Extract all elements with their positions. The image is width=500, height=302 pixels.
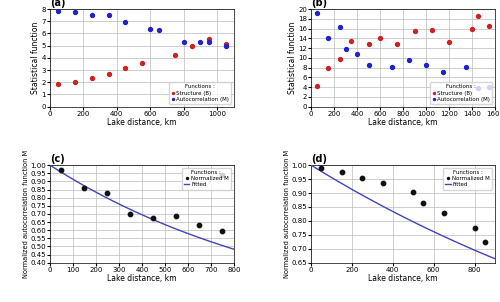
Point [150, 216, 158, 220]
Point [88, 13, 96, 18]
Point [462, 64, 470, 69]
Point [324, 65, 332, 70]
Legend: Normalized M, Fitted: Normalized M, Fitted [182, 168, 231, 190]
Point [54, 8, 62, 13]
Point [405, 58, 413, 63]
Point [420, 201, 428, 205]
Point [376, 36, 384, 41]
Point [172, 213, 180, 218]
Point [364, 63, 372, 68]
Point [196, 222, 203, 227]
Text: (d): (d) [311, 154, 327, 164]
Point [324, 35, 332, 40]
Point [474, 14, 482, 19]
Point [318, 165, 326, 170]
Y-axis label: Statistical function: Statistical function [31, 22, 40, 94]
X-axis label: Lake distance, km: Lake distance, km [107, 118, 176, 127]
Point [88, 76, 96, 80]
Point [428, 27, 436, 32]
Y-axis label: Normalized autocorrelation function M: Normalized autocorrelation function M [22, 150, 28, 278]
Point [342, 47, 349, 51]
Point [364, 42, 372, 47]
Point [470, 226, 478, 230]
Point [58, 168, 66, 172]
Point [121, 20, 129, 25]
Point [348, 38, 356, 43]
Point [71, 79, 79, 84]
Y-axis label: Statistical function: Statistical function [288, 22, 296, 94]
Point [358, 175, 366, 180]
Y-axis label: Normalized autocorrelation function M: Normalized autocorrelation function M [284, 150, 290, 278]
Point [222, 43, 230, 48]
Point [410, 189, 418, 194]
Legend: Structure (B), Autocorrelation (M): Structure (B), Autocorrelation (M) [430, 82, 492, 104]
Point [440, 69, 448, 74]
Point [80, 185, 88, 190]
Point [138, 60, 146, 65]
Point [313, 84, 321, 88]
Point [218, 172, 226, 177]
Point [222, 42, 230, 47]
Point [394, 42, 402, 47]
Point [474, 86, 482, 91]
Point [126, 211, 134, 216]
Point [445, 40, 453, 45]
Point [172, 53, 179, 58]
Point [338, 170, 346, 175]
Point [196, 40, 204, 44]
Point [146, 27, 154, 32]
Point [188, 43, 196, 48]
X-axis label: Lake distance, km: Lake distance, km [107, 274, 176, 283]
Point [378, 181, 386, 186]
Point [180, 40, 188, 44]
Point [54, 82, 62, 86]
Point [336, 25, 344, 30]
Point [486, 85, 494, 89]
Point [422, 63, 430, 68]
Point [353, 52, 361, 56]
Point [104, 72, 112, 77]
Point [218, 229, 226, 233]
Text: (c): (c) [50, 154, 65, 164]
Point [205, 37, 213, 41]
Point [71, 10, 79, 14]
Point [121, 65, 129, 70]
Point [410, 29, 418, 34]
Point [486, 24, 494, 29]
Legend: Structure (B), Autocorrelation (M): Structure (B), Autocorrelation (M) [170, 82, 231, 104]
Point [104, 190, 112, 195]
X-axis label: Lake distance, km: Lake distance, km [368, 274, 438, 283]
Point [313, 11, 321, 15]
Point [154, 27, 162, 32]
Point [205, 40, 213, 44]
Point [481, 239, 489, 244]
Text: (b): (b) [311, 0, 327, 8]
Point [440, 210, 448, 215]
X-axis label: Lake distance, km: Lake distance, km [368, 118, 438, 127]
Point [336, 56, 344, 61]
Point [388, 64, 396, 69]
Legend: Normalized M, Fitted: Normalized M, Fitted [443, 168, 492, 190]
Text: (a): (a) [50, 0, 66, 8]
Point [468, 26, 476, 31]
Point [104, 13, 112, 18]
